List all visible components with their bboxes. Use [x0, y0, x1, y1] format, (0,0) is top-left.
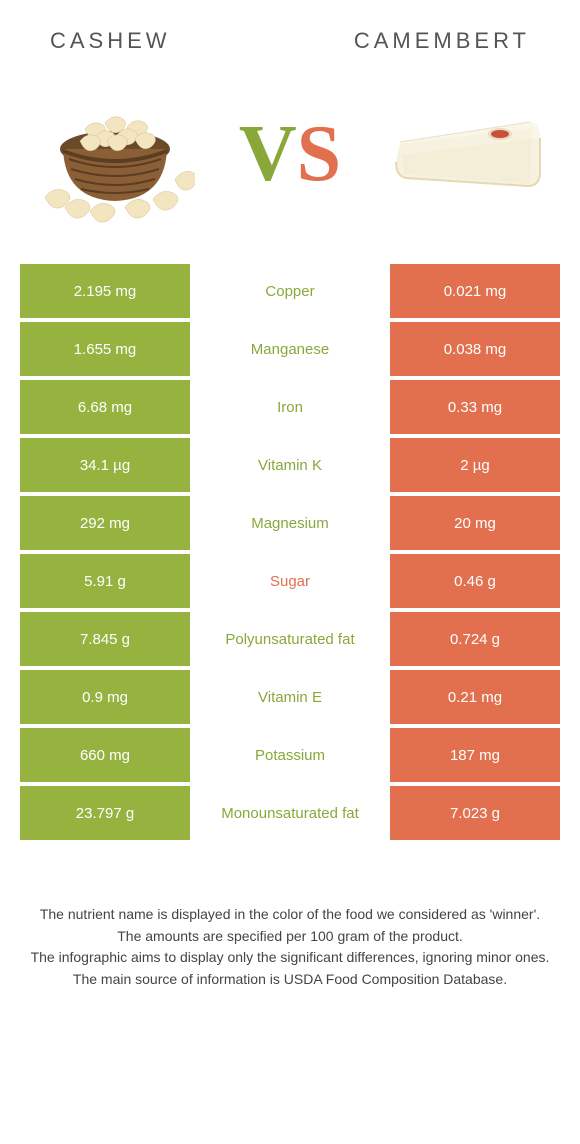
vs-label: VS — [239, 114, 341, 194]
table-row: 0.9 mgVitamin E0.21 mg — [20, 670, 560, 724]
footer-line: The amounts are specified per 100 gram o… — [30, 926, 550, 948]
cell-nutrient-name: Monounsaturated fat — [190, 786, 390, 840]
cell-camembert-value: 2 µg — [390, 438, 560, 492]
cell-nutrient-name: Manganese — [190, 322, 390, 376]
cell-cashew-value: 0.9 mg — [20, 670, 190, 724]
table-row: 660 mgPotassium187 mg — [20, 728, 560, 782]
cell-camembert-value: 187 mg — [390, 728, 560, 782]
cell-cashew-value: 1.655 mg — [20, 322, 190, 376]
cell-nutrient-name: Vitamin E — [190, 670, 390, 724]
title-camembert: Camembert — [354, 28, 530, 54]
table-row: 7.845 gPolyunsaturated fat0.724 g — [20, 612, 560, 666]
cell-camembert-value: 20 mg — [390, 496, 560, 550]
cell-camembert-value: 0.21 mg — [390, 670, 560, 724]
cell-camembert-value: 0.33 mg — [390, 380, 560, 434]
vs-s: S — [297, 110, 342, 198]
cell-camembert-value: 0.021 mg — [390, 264, 560, 318]
table-row: 6.68 mgIron0.33 mg — [20, 380, 560, 434]
cell-camembert-value: 0.724 g — [390, 612, 560, 666]
cell-cashew-value: 23.797 g — [20, 786, 190, 840]
cell-cashew-value: 7.845 g — [20, 612, 190, 666]
table-row: 2.195 mgCopper0.021 mg — [20, 264, 560, 318]
camembert-image — [380, 74, 550, 234]
footer-line: The main source of information is USDA F… — [30, 969, 550, 991]
cell-nutrient-name: Copper — [190, 264, 390, 318]
cell-cashew-value: 6.68 mg — [20, 380, 190, 434]
table-row: 5.91 gSugar0.46 g — [20, 554, 560, 608]
table-row: 34.1 µgVitamin K2 µg — [20, 438, 560, 492]
footer: The nutrient name is displayed in the co… — [0, 844, 580, 991]
table-row: 1.655 mgManganese0.038 mg — [20, 322, 560, 376]
table-row: 23.797 gMonounsaturated fat7.023 g — [20, 786, 560, 840]
header: Cashew Camembert — [0, 0, 580, 64]
footer-line: The nutrient name is displayed in the co… — [30, 904, 550, 926]
title-cashew: Cashew — [50, 28, 171, 54]
cell-nutrient-name: Sugar — [190, 554, 390, 608]
cell-nutrient-name: Potassium — [190, 728, 390, 782]
cell-camembert-value: 7.023 g — [390, 786, 560, 840]
cell-cashew-value: 292 mg — [20, 496, 190, 550]
cell-cashew-value: 34.1 µg — [20, 438, 190, 492]
footer-line: The infographic aims to display only the… — [30, 947, 550, 969]
cell-cashew-value: 5.91 g — [20, 554, 190, 608]
cell-nutrient-name: Iron — [190, 380, 390, 434]
cell-nutrient-name: Polyunsaturated fat — [190, 612, 390, 666]
cell-camembert-value: 0.038 mg — [390, 322, 560, 376]
images-row: VS — [0, 64, 580, 264]
cell-camembert-value: 0.46 g — [390, 554, 560, 608]
cell-cashew-value: 2.195 mg — [20, 264, 190, 318]
cashew-image — [30, 74, 200, 234]
vs-v: V — [239, 110, 297, 198]
nutrient-table: 2.195 mgCopper0.021 mg1.655 mgManganese0… — [0, 264, 580, 840]
cell-cashew-value: 660 mg — [20, 728, 190, 782]
cell-nutrient-name: Magnesium — [190, 496, 390, 550]
table-row: 292 mgMagnesium20 mg — [20, 496, 560, 550]
cell-nutrient-name: Vitamin K — [190, 438, 390, 492]
